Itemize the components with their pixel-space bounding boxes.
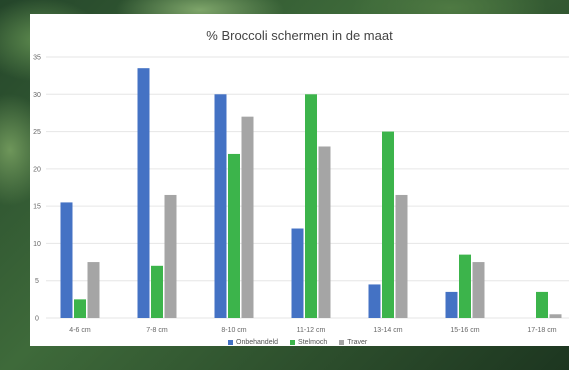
bar-onbehandeld-4: [368, 284, 381, 318]
y-tick-label: 30: [33, 92, 41, 99]
legend-item-stelmoch: Stelmoch: [290, 339, 327, 346]
y-tick-label: 15: [33, 204, 41, 211]
y-tick-label: 10: [33, 241, 41, 248]
legend-item-traver: Traver: [339, 339, 367, 346]
bar-onbehandeld-1: [137, 68, 150, 318]
bar-stelmoch-6: [536, 291, 548, 318]
x-tick-label: 11-12 cm: [297, 327, 326, 334]
bar-onbehandeld-0: [60, 202, 73, 318]
x-tick-label: 13-14 cm: [373, 327, 402, 334]
bar-stelmoch-4: [382, 131, 394, 318]
legend-swatch: [228, 340, 233, 345]
legend-label: Traver: [347, 339, 368, 346]
y-tick-label: 0: [35, 316, 39, 323]
bar-traver-5: [472, 262, 485, 318]
y-tick-label: 5: [35, 278, 39, 285]
legend-swatch: [290, 340, 296, 345]
bar-traver-3: [318, 146, 331, 318]
x-tick-label: 8-10 cm: [221, 327, 246, 334]
bar-traver-1: [164, 194, 177, 318]
bar-traver-2: [241, 116, 254, 319]
legend-swatch: [339, 340, 345, 345]
bar-onbehandeld-5: [445, 291, 458, 318]
legend-label: Onbehandeld: [236, 339, 279, 346]
bar-stelmoch-3: [305, 94, 317, 319]
bar-traver-0: [87, 262, 100, 318]
bar-stelmoch-1: [151, 265, 163, 318]
bar-stelmoch-2: [228, 153, 240, 318]
chart-title: % Broccoli schermen in de maat: [206, 28, 393, 43]
chart-legend: Onbehandeld Stelmoch Traver: [228, 339, 367, 346]
bar-onbehandeld-3: [291, 228, 304, 318]
chart-panel: % Broccoli schermen in de maat 0 5 10 15 20 2…: [30, 14, 569, 346]
y-tick-label: 25: [33, 129, 41, 136]
bar-stelmoch-5: [459, 254, 471, 318]
bar-traver-4: [395, 194, 408, 318]
x-tick-label: 4-6 cm: [69, 327, 91, 334]
bar-stelmoch-0: [74, 299, 86, 318]
x-tick-label: 7-8 cm: [146, 327, 168, 334]
x-tick-label: 17-18 cm: [527, 327, 556, 334]
y-tick-label: 35: [33, 55, 41, 62]
legend-item-onbehandeld: Onbehandeld: [228, 339, 278, 346]
x-tick-label: 15-16 cm: [450, 327, 479, 334]
y-tick-label: 20: [33, 166, 41, 173]
bar-chart: 0 5 10 15 20 25 30 35 4-6 cm 7-8 cm 8-10 cm 11-12 c…: [33, 55, 569, 334]
bar-onbehandeld-2: [214, 94, 227, 319]
bar-traver-6: [549, 314, 562, 318]
legend-label: Stelmoch: [298, 339, 328, 346]
